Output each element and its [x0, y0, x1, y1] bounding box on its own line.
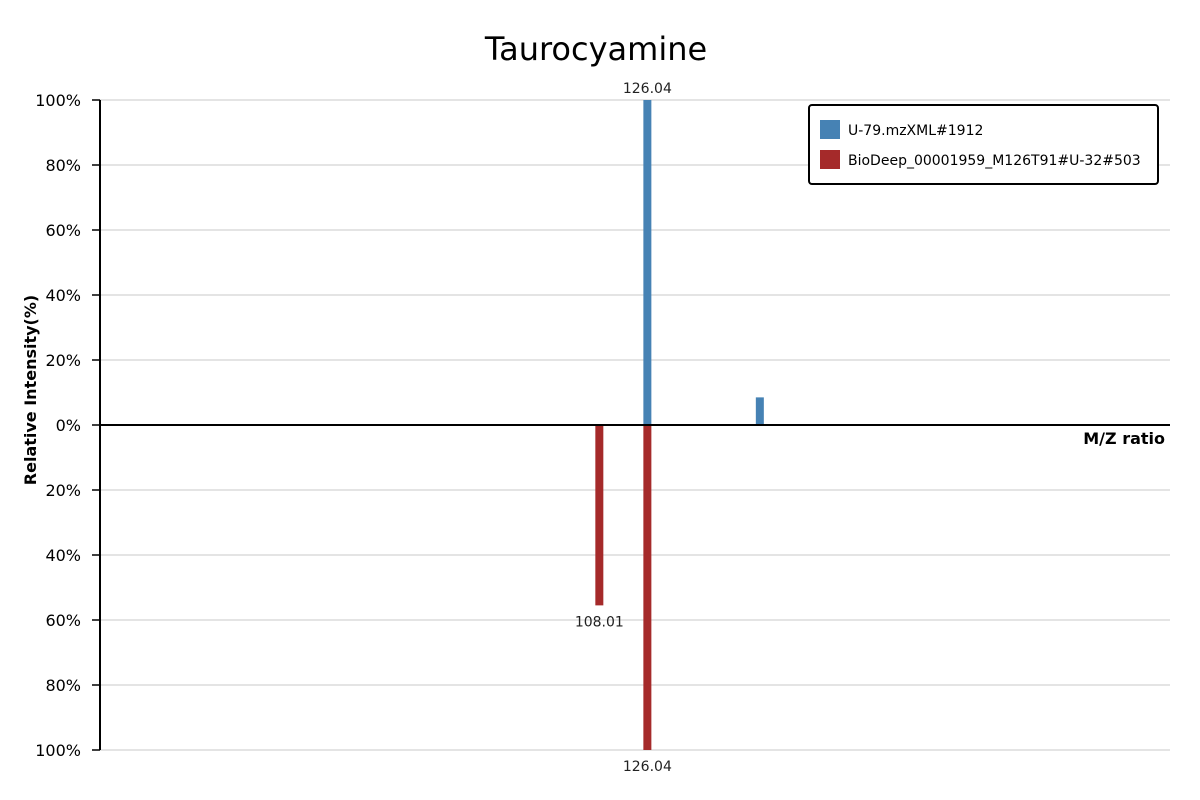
- legend-swatch-query: [820, 120, 840, 139]
- peak-labels: 126.04 108.01 126.04: [575, 81, 672, 775]
- y-tick-label: 40%: [45, 286, 81, 305]
- query-peak-bar: [755, 397, 764, 425]
- legend-box: [808, 104, 1159, 185]
- peak-mz-label: 108.01: [575, 614, 624, 630]
- y-tick-label: 20%: [45, 481, 81, 500]
- y-tick-label: 100%: [35, 741, 81, 760]
- grid-lines: [100, 99, 1170, 751]
- y-tick-label: 100%: [35, 91, 81, 110]
- y-tick-label: 20%: [45, 351, 81, 370]
- y-tick-label: 80%: [45, 676, 81, 695]
- reference-peak-bar: [595, 425, 604, 606]
- y-tick-label: 0%: [56, 416, 81, 435]
- axes: [92, 99, 1170, 751]
- legend-label-reference: BioDeep_00001959_M126T91#U-32#503: [848, 153, 1141, 169]
- query-peak-bar: [643, 100, 652, 425]
- y-tick-label: 80%: [45, 156, 81, 175]
- y-tick-labels: 100% 80% 60% 40% 20% 0% 20% 40% 60% 80% 100%: [35, 91, 81, 760]
- y-tick-label: 60%: [45, 611, 81, 630]
- legend-swatch-reference: [820, 150, 840, 169]
- reference-peak-bar: [643, 425, 652, 750]
- peak-mz-label: 126.04: [623, 81, 672, 97]
- peak-bars: [595, 100, 764, 750]
- chart-title: Taurocyamine: [484, 30, 707, 68]
- legend-label-query: U-79.mzXML#1912: [848, 123, 983, 139]
- peak-mz-label: 126.04: [623, 759, 672, 775]
- legend: U-79.mzXML#1912 BioDeep_00001959_M126T91…: [808, 104, 1159, 185]
- y-tick-label: 60%: [45, 221, 81, 240]
- y-tick-label: 40%: [45, 546, 81, 565]
- x-axis-label: M/Z ratio: [1083, 429, 1165, 448]
- y-axis-label: Relative Intensity(%): [21, 295, 40, 485]
